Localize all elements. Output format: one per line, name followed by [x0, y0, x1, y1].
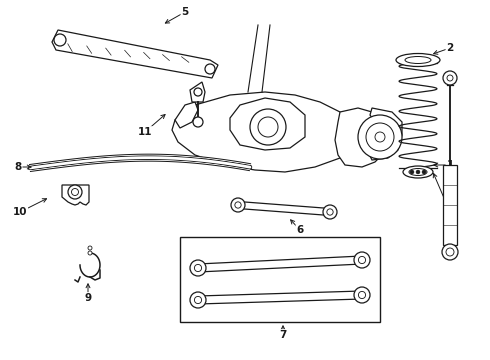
Text: 2: 2 [446, 43, 454, 53]
Polygon shape [335, 108, 385, 167]
Circle shape [258, 117, 278, 137]
Polygon shape [198, 256, 362, 272]
Ellipse shape [405, 57, 431, 63]
Ellipse shape [396, 54, 440, 67]
Circle shape [447, 75, 453, 81]
Text: 4: 4 [446, 247, 454, 257]
Circle shape [443, 71, 457, 85]
Text: 5: 5 [181, 7, 189, 17]
Polygon shape [198, 291, 362, 304]
Circle shape [446, 248, 454, 256]
Circle shape [410, 170, 414, 174]
Circle shape [375, 132, 385, 142]
Circle shape [195, 296, 201, 303]
Text: 8: 8 [14, 162, 22, 172]
Circle shape [416, 170, 420, 174]
Circle shape [88, 251, 92, 255]
Circle shape [422, 170, 426, 174]
Text: 1: 1 [446, 160, 454, 170]
Text: 6: 6 [296, 225, 304, 235]
Circle shape [327, 209, 333, 215]
Polygon shape [175, 102, 198, 128]
Text: 11: 11 [138, 127, 152, 137]
Circle shape [358, 115, 402, 159]
Polygon shape [368, 108, 402, 160]
Circle shape [54, 34, 66, 46]
Circle shape [72, 189, 78, 195]
Polygon shape [190, 82, 205, 102]
Text: 10: 10 [13, 207, 27, 217]
Circle shape [323, 205, 337, 219]
Polygon shape [62, 185, 89, 205]
Circle shape [68, 185, 82, 199]
Circle shape [354, 287, 370, 303]
Circle shape [231, 198, 245, 212]
Circle shape [195, 264, 201, 271]
Circle shape [194, 88, 202, 96]
Circle shape [193, 117, 203, 127]
Polygon shape [52, 30, 218, 78]
Text: 3: 3 [446, 207, 454, 217]
Polygon shape [230, 98, 305, 150]
Circle shape [250, 109, 286, 145]
Circle shape [205, 64, 215, 74]
Bar [443, 165, 457, 245]
Ellipse shape [403, 166, 433, 178]
Circle shape [358, 291, 366, 298]
Ellipse shape [409, 168, 427, 176]
Circle shape [190, 292, 206, 308]
Circle shape [88, 246, 92, 250]
Circle shape [366, 123, 394, 151]
Circle shape [442, 244, 458, 260]
Circle shape [358, 256, 366, 264]
Text: 7: 7 [279, 330, 287, 340]
Circle shape [235, 202, 241, 208]
Text: 9: 9 [84, 293, 92, 303]
Polygon shape [172, 92, 350, 172]
Circle shape [190, 260, 206, 276]
Polygon shape [238, 202, 330, 216]
Bar [180, 237, 380, 322]
Circle shape [354, 252, 370, 268]
